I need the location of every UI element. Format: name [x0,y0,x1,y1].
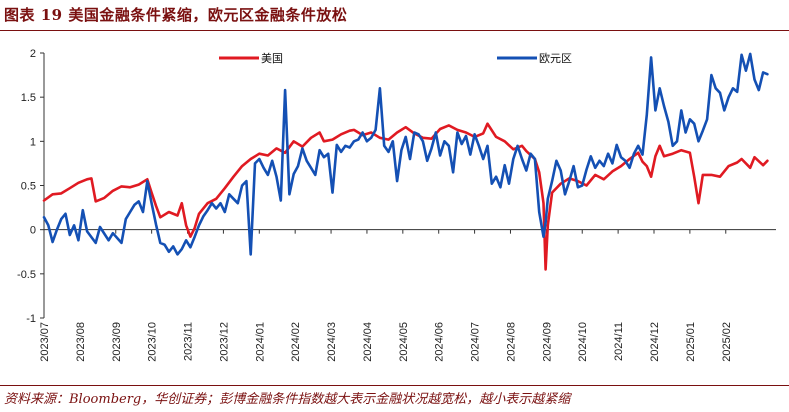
x-tick-label: 2024/07 [470,322,482,362]
series-line-us [42,122,769,271]
x-tick-label: 2024/12 [649,322,661,362]
x-tick-label: 2023/10 [147,322,159,362]
chart-title: 图表 19 美国金融条件紧缩，欧元区金融条件放松 [4,6,348,24]
y-tick-label: 2 [30,48,36,60]
footer-rule [0,385,789,386]
legend-label-eurozone: 欧元区 [539,52,572,65]
x-tick-label: 2024/09 [541,322,553,362]
x-tick-label: 2024/01 [254,322,266,362]
title-rule [0,30,789,31]
x-tick-label: 2024/11 [613,322,625,361]
y-tick-label: -1 [26,313,36,325]
x-tick-label: 2024/10 [577,322,589,362]
x-tick-label: 2023/09 [111,322,123,362]
x-tick-label: 2023/11 [183,322,195,361]
x-tick-label: 2023/12 [218,322,230,362]
x-tick-label: 2024/02 [290,322,302,362]
axes: -1 -0.5 0 0.5 1 1.5 2 2023/07 2023/08 2023/09 2023… [17,48,776,362]
y-tick-label: 0 [30,225,36,237]
x-tick-label: 2024/05 [398,322,410,362]
source-note: 资料来源：Bloomberg，华创证券；彭博金融条件指数越大表示金融状况越宽松，… [4,392,571,407]
x-tick-label: 2024/03 [326,322,338,362]
series-line-eurozone [42,52,769,256]
y-tick-label: 1 [30,136,36,148]
x-tick-label: 2023/08 [75,322,87,362]
x-tick-label: 2025/01 [685,322,697,362]
y-tick-label: -0.5 [17,269,36,281]
x-tick-label: 2024/06 [434,322,446,362]
series-layer [42,52,769,271]
legend: 美国 欧元区 [219,52,572,65]
line-chart: -1 -0.5 0 0.5 1 1.5 2 2023/07 2023/08 2023/09 2023… [17,48,776,362]
x-tick-label: 2024/04 [362,322,374,362]
legend-label-us: 美国 [261,52,283,65]
x-tick-label: 2025/02 [721,322,733,362]
y-tick-label: 1.5 [21,92,36,104]
x-tick-label: 2024/08 [505,322,517,362]
x-tick-label: 2023/07 [39,322,51,362]
y-tick-label: 0.5 [21,181,36,193]
